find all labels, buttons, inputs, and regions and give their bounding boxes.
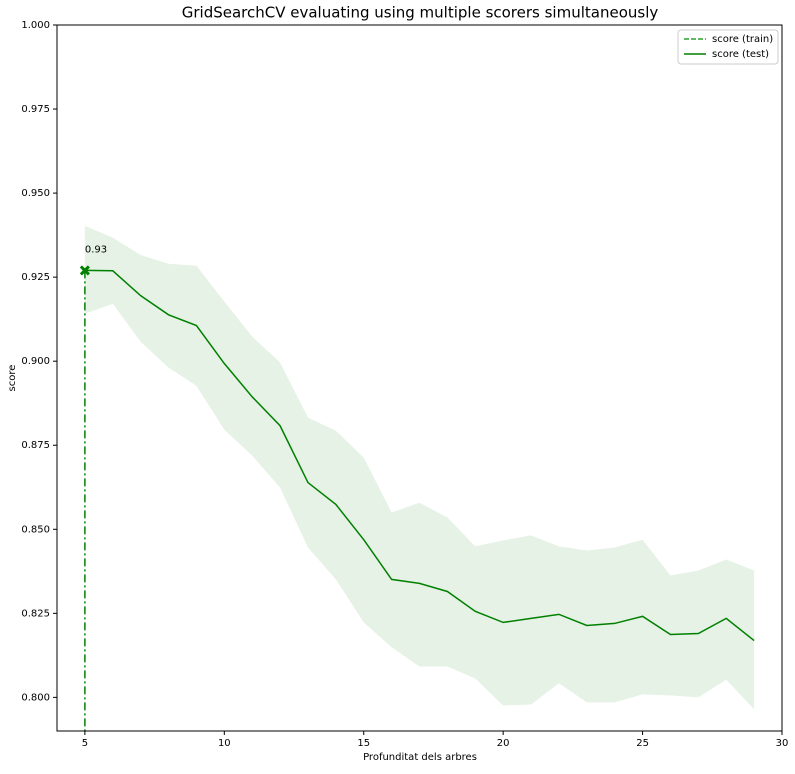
y-tick-label: 0.850 (21, 524, 50, 535)
y-tick-label: 0.900 (21, 356, 50, 367)
x-tick-label: 5 (82, 738, 88, 749)
plot-frame (56, 24, 783, 732)
chart-title: GridSearchCV evaluating using multiple s… (182, 4, 659, 22)
y-tick-label: 0.925 (21, 272, 50, 283)
x-tick-label: 10 (218, 738, 231, 749)
x-tick-label: 25 (636, 738, 649, 749)
legend-label: score (test) (712, 49, 769, 60)
y-tick-label: 0.975 (21, 104, 50, 115)
x-tick-label: 15 (357, 738, 370, 749)
best-label: 0.93 (85, 244, 107, 255)
y-tick-label: 1.000 (21, 20, 50, 31)
x-tick-label: 30 (776, 738, 789, 749)
y-tick-label: 0.825 (21, 608, 50, 619)
y-axis-label: score (7, 365, 18, 392)
line (84, 269, 755, 642)
confidence-band (84, 225, 755, 710)
y-tick-label: 0.875 (21, 440, 50, 451)
legend-label: score (train) (712, 34, 773, 45)
y-tick-label: 0.950 (21, 188, 50, 199)
y-tick-label: 0.800 (21, 692, 50, 703)
x-axis-label: Profunditat dels arbres (363, 752, 477, 763)
best-marker (79, 265, 90, 276)
x-tick-label: 20 (497, 738, 510, 749)
